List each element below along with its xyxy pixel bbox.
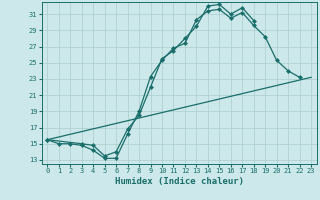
X-axis label: Humidex (Indice chaleur): Humidex (Indice chaleur) [115, 177, 244, 186]
